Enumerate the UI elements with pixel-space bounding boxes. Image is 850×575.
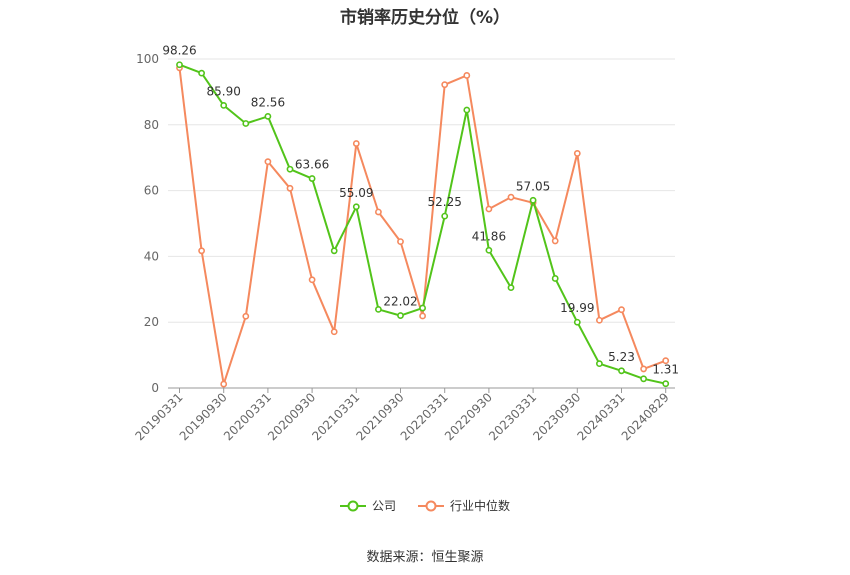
- industry-point[interactable]: [308, 276, 316, 284]
- company-point[interactable]: [308, 175, 316, 182]
- axes: 0204060801002019033120190930202003312020…: [133, 52, 675, 443]
- company-point[interactable]: [463, 106, 471, 114]
- data-label: 55.09: [339, 186, 373, 200]
- industry-point[interactable]: [640, 365, 647, 373]
- company-point[interactable]: [573, 318, 581, 326]
- data-label: 98.26: [162, 44, 196, 58]
- data-label: 63.66: [295, 158, 329, 172]
- y-tick-label: 100: [136, 52, 159, 66]
- company-point[interactable]: [352, 203, 360, 211]
- industry-point[interactable]: [551, 237, 559, 245]
- data-label: 41.86: [472, 229, 506, 243]
- company-point[interactable]: [374, 305, 382, 313]
- y-tick-label: 20: [144, 315, 159, 329]
- company-point[interactable]: [330, 247, 338, 255]
- industry-point[interactable]: [463, 72, 471, 79]
- company-point[interactable]: [220, 101, 228, 109]
- series-company: [176, 61, 670, 388]
- data-label: 5.23: [608, 350, 635, 364]
- industry-line: [178, 67, 667, 386]
- data-label: 82.56: [251, 95, 285, 109]
- company-point[interactable]: [419, 304, 426, 312]
- industry-point[interactable]: [441, 81, 449, 89]
- industry-point[interactable]: [374, 208, 382, 216]
- industry-point[interactable]: [352, 140, 360, 147]
- company-point[interactable]: [397, 312, 404, 319]
- y-tick-label: 60: [144, 184, 159, 198]
- legend-industry-line-icon: [418, 500, 444, 511]
- company-line: [179, 63, 666, 385]
- data-source: 数据来源：恒生聚源: [366, 550, 484, 565]
- series-industry: [176, 64, 670, 388]
- industry-point[interactable]: [220, 380, 228, 388]
- legend-company-line-icon: [339, 500, 366, 511]
- company-point[interactable]: [529, 196, 537, 204]
- industry-point[interactable]: [198, 247, 205, 255]
- company-point[interactable]: [441, 212, 449, 220]
- legend-item-company[interactable]: 公司: [339, 497, 396, 514]
- industry-point[interactable]: [286, 184, 294, 192]
- company-point[interactable]: [485, 246, 493, 254]
- legend-item-industry[interactable]: 行业中位数: [418, 497, 510, 514]
- y-tick-label: 40: [144, 249, 159, 263]
- industry-point[interactable]: [573, 150, 581, 157]
- chart-title: 市销率历史分位（%）: [339, 8, 511, 28]
- industry-point[interactable]: [330, 328, 338, 336]
- industry-point[interactable]: [507, 193, 515, 201]
- industry-point[interactable]: [419, 312, 426, 320]
- company-point[interactable]: [264, 112, 272, 120]
- line-chart: 0204060801002019033120190930202003312020…: [133, 44, 680, 444]
- industry-point[interactable]: [662, 357, 670, 365]
- company-point[interactable]: [286, 165, 294, 173]
- company-point[interactable]: [551, 275, 559, 282]
- industry-point[interactable]: [397, 238, 404, 245]
- data-label: 1.31: [652, 363, 679, 377]
- data-labels: 98.26 85.90 82.56 63.66 55.09 22.02 52.25 41.86…: [162, 44, 679, 377]
- y-tick-label: 80: [144, 118, 159, 132]
- legend-label-company: 公司: [371, 499, 396, 513]
- company-point[interactable]: [618, 367, 625, 375]
- data-label: 19.99: [560, 301, 594, 315]
- series-lines: [176, 61, 670, 388]
- legend: 公司 行业中位数: [0, 497, 850, 514]
- industry-point[interactable]: [596, 316, 603, 324]
- industry-point[interactable]: [242, 312, 250, 320]
- industry-point[interactable]: [485, 205, 493, 213]
- data-label: 85.90: [207, 84, 241, 98]
- grid-lines: [168, 58, 675, 323]
- company-point[interactable]: [596, 360, 603, 368]
- industry-point[interactable]: [618, 306, 625, 314]
- data-label: 22.02: [383, 295, 417, 309]
- industry-point[interactable]: [264, 158, 272, 166]
- company-point[interactable]: [640, 375, 647, 383]
- company-point[interactable]: [242, 120, 250, 127]
- y-tick-label: 0: [151, 381, 159, 395]
- company-point[interactable]: [176, 61, 183, 69]
- data-label: 52.25: [428, 195, 462, 209]
- company-point[interactable]: [662, 380, 670, 388]
- x-tick-label: 20240829: [619, 390, 672, 443]
- company-point[interactable]: [198, 69, 205, 77]
- company-point[interactable]: [507, 284, 515, 292]
- data-label: 57.05: [516, 179, 550, 193]
- legend-label-industry: 行业中位数: [450, 499, 511, 513]
